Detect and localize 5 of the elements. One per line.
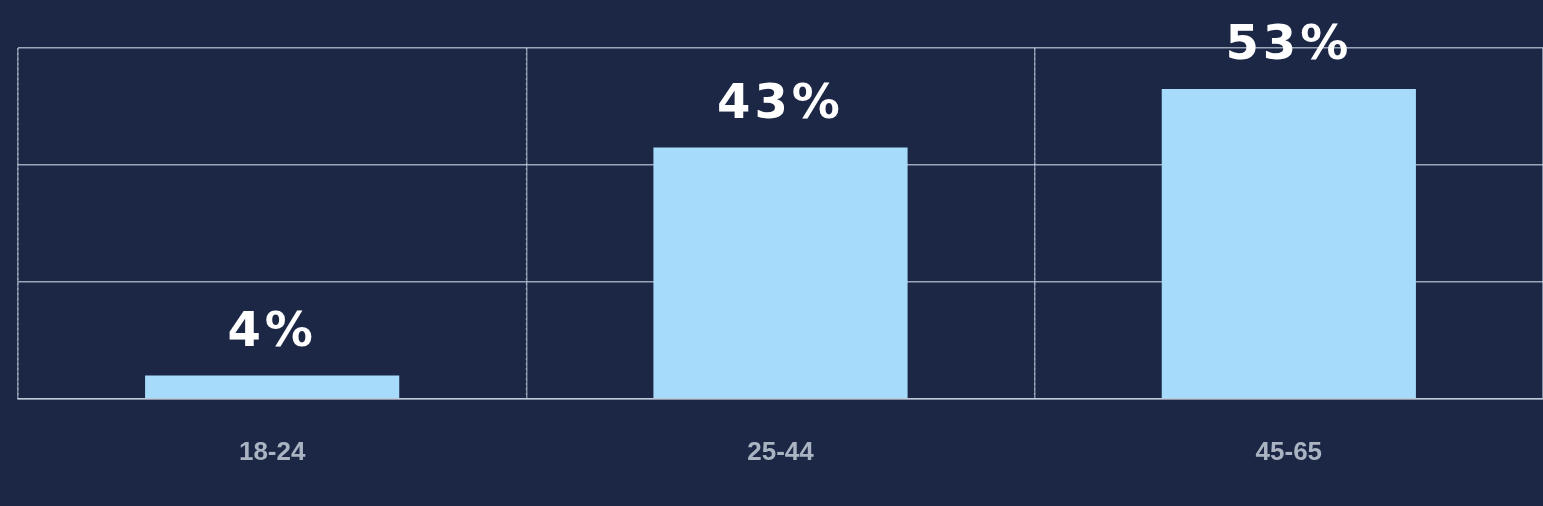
x-tick-label: 45-65 — [1255, 435, 1323, 466]
x-tick-label: 18-24 — [238, 435, 306, 466]
data-label: 43% — [717, 72, 844, 129]
data-label: 4% — [227, 300, 317, 357]
x-tick-label: 25-44 — [747, 435, 815, 466]
